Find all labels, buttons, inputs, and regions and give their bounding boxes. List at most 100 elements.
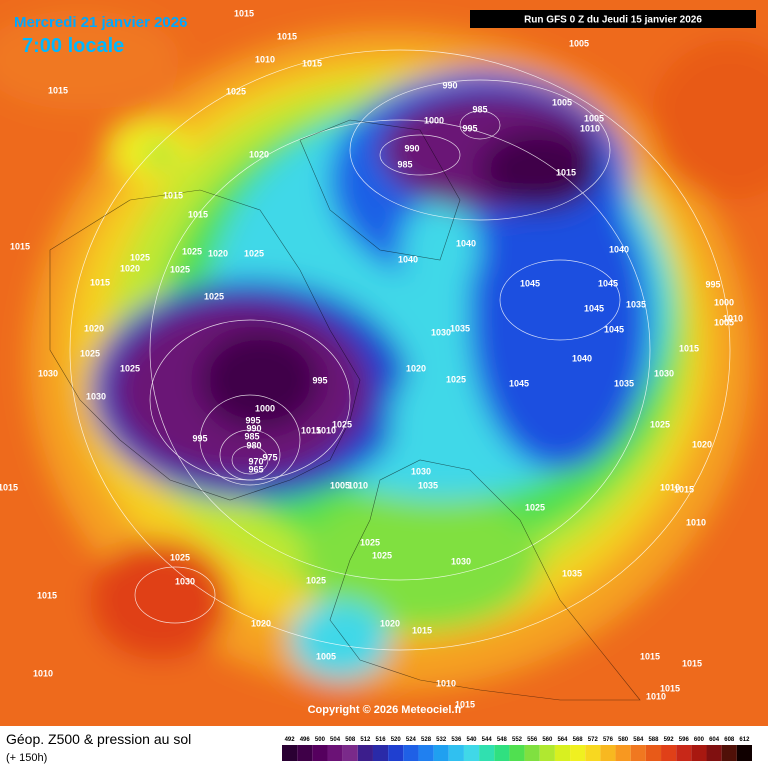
isobar-label: 1005 xyxy=(330,480,350,490)
isobar-label: 995 xyxy=(312,375,327,385)
isobar-label: 1025 xyxy=(120,363,140,373)
scale-swatch xyxy=(297,745,313,761)
scale-label: 572 xyxy=(588,737,599,743)
isobar-label: 1020 xyxy=(84,323,104,333)
isobar-label: 1045 xyxy=(584,303,604,313)
isobar-label: 995 xyxy=(462,123,477,133)
isobar-label: 1000 xyxy=(255,403,275,413)
isobar-label: 1015 xyxy=(234,8,254,18)
isobar-label: 1025 xyxy=(80,348,100,358)
isobar-label: 1005 xyxy=(714,317,734,327)
isobar-label: 1040 xyxy=(456,238,476,248)
isobar-label: 1025 xyxy=(332,419,352,429)
scale-swatch xyxy=(676,745,692,761)
isobar-label: 1020 xyxy=(251,618,271,628)
scale-label: 544 xyxy=(482,737,493,743)
isobar-label: 1025 xyxy=(372,550,392,560)
scale-label: 528 xyxy=(421,737,432,743)
isobar-label: 1035 xyxy=(614,378,634,388)
isobar-label: 1020 xyxy=(249,149,269,159)
isobar-label: 1015 xyxy=(37,590,57,600)
isobar-label: 1025 xyxy=(446,374,466,384)
isobar-label: 1025 xyxy=(130,252,150,262)
isobar-label: 1015 xyxy=(556,167,576,177)
isobar-label: 1030 xyxy=(38,368,58,378)
scale-label: 588 xyxy=(648,737,659,743)
scale-label: 580 xyxy=(618,737,629,743)
isobar-label: 1005 xyxy=(316,651,336,661)
scale-swatch xyxy=(327,745,343,761)
isobar-label: 1015 xyxy=(412,625,432,635)
isobar-label: 1010 xyxy=(348,480,368,490)
isobar-label: 1015 xyxy=(301,425,321,435)
isobar-label: 1035 xyxy=(626,299,646,309)
isobar-label: 1025 xyxy=(244,248,264,258)
scale-swatch xyxy=(282,745,298,761)
scale-swatch xyxy=(615,745,631,761)
scale-swatch xyxy=(524,745,540,761)
isobar-label: 995 xyxy=(705,279,720,289)
run-info: Run GFS 0 Z du Jeudi 15 janvier 2026 xyxy=(524,15,702,26)
run-box xyxy=(470,10,756,28)
scale-label: 596 xyxy=(679,737,690,743)
scale-swatch xyxy=(433,745,449,761)
isobar-label: 1020 xyxy=(692,439,712,449)
isobar-label: 1045 xyxy=(520,278,540,288)
isobar-label: 1025 xyxy=(204,291,224,301)
scale-label: 508 xyxy=(345,737,356,743)
scale-label: 612 xyxy=(739,737,750,743)
scale-label: 536 xyxy=(451,737,462,743)
isobar-label: 1020 xyxy=(208,248,228,258)
scale-label: 516 xyxy=(376,737,387,743)
scale-swatch xyxy=(706,745,722,761)
scale-swatch xyxy=(539,745,555,761)
scale-label: 564 xyxy=(557,737,568,743)
isobar-label: 1010 xyxy=(686,517,706,527)
isobar-label: 990 xyxy=(442,80,457,90)
time: 7:00 locale xyxy=(22,35,124,57)
isobar-label: 1035 xyxy=(418,480,438,490)
scale-label: 500 xyxy=(315,737,326,743)
scale-label: 524 xyxy=(406,737,417,743)
isobar-label: 985 xyxy=(397,159,412,169)
isobar-label: 1040 xyxy=(609,244,629,254)
scale-label: 608 xyxy=(724,737,735,743)
isobar-label: 1010 xyxy=(646,691,666,701)
scale-swatch xyxy=(463,745,480,761)
scale-swatch xyxy=(600,745,616,761)
isobar-label: 1025 xyxy=(182,246,202,256)
isobar-label: 1010 xyxy=(660,482,680,492)
scale-swatch xyxy=(661,745,677,761)
isobar-label: 1030 xyxy=(175,576,195,586)
scale-swatch xyxy=(448,745,464,761)
isobar-label: 1015 xyxy=(0,482,18,492)
isobar-label: 1010 xyxy=(255,54,275,64)
scale-swatch xyxy=(509,745,525,761)
isobar-label: 1005 xyxy=(584,113,604,123)
isobar-label: 980 xyxy=(246,440,261,450)
isobar-label: 1045 xyxy=(598,278,618,288)
isobar-label: 1025 xyxy=(525,502,545,512)
scale-label: 504 xyxy=(330,737,341,743)
isobar-label: 1040 xyxy=(398,254,418,264)
isobar-label: 1005 xyxy=(569,38,589,48)
color-scale: 492 496 500 504 508 512 516 520 524 528 532 536 540 5… xyxy=(282,737,752,761)
isobar-label: 1015 xyxy=(188,209,208,219)
scale-label: 576 xyxy=(603,737,614,743)
scale-label: 496 xyxy=(300,737,311,743)
isobar-label: 985 xyxy=(244,431,259,441)
isobar-label: 1025 xyxy=(650,419,670,429)
isobar-label: 1020 xyxy=(380,618,400,628)
isobar-label: 1010 xyxy=(436,678,456,688)
scale-label: 540 xyxy=(467,737,478,743)
isobar-label: 1010 xyxy=(316,425,336,435)
scale-swatch xyxy=(645,745,662,761)
isobar-label: 1045 xyxy=(509,378,529,388)
scale-swatch xyxy=(691,745,707,761)
scale-swatch xyxy=(418,745,434,761)
footer-title: Géop. Z500 & pression au sol xyxy=(6,731,191,747)
scale-swatch xyxy=(403,745,419,761)
